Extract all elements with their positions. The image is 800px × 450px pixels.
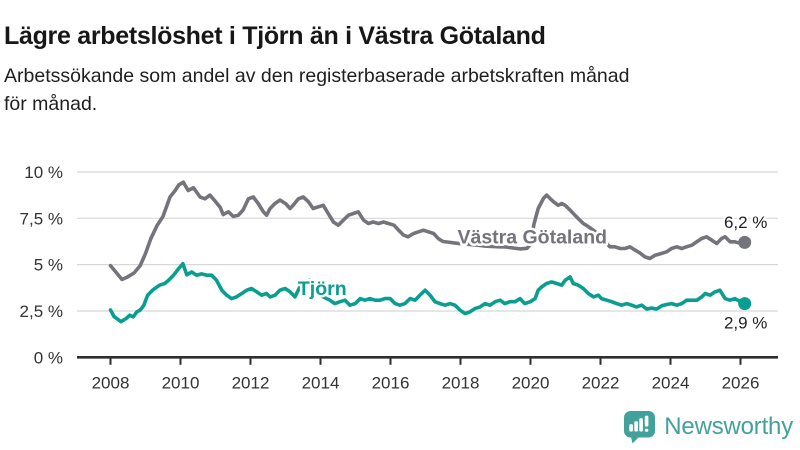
x-tick-label: 2012	[232, 373, 270, 392]
x-tick-label: 2016	[372, 373, 410, 392]
line-chart: 10 % 7,5 % 5 % 2,5 % 0 % 2008 2010 2012 2014 2016…	[20, 163, 778, 392]
y-tick-label: 5 %	[34, 256, 63, 275]
series-line	[108, 180, 747, 282]
x-tick-label: 2022	[582, 373, 620, 392]
series-end-value-label: 6,2 %	[724, 213, 767, 232]
newsworthy-logo-text: Newsworthy	[664, 413, 793, 440]
x-tick-label: 2014	[302, 373, 340, 392]
subtitle-line-1: Arbetssökande som andel av den registerb…	[4, 65, 630, 87]
x-tick-label: 2008	[92, 373, 130, 392]
y-tick-label: 7,5 %	[20, 209, 63, 228]
series-end-dot	[738, 235, 752, 249]
y-tick-label: 10 %	[24, 163, 63, 182]
series-end-dot	[738, 297, 752, 311]
chart-subtitle: Arbetssökande som andel av den registerb…	[4, 62, 784, 118]
series-line	[108, 261, 747, 324]
series-inline-label: Tjörn	[298, 278, 347, 300]
x-tick-label: 2026	[722, 373, 760, 392]
x-tick-label: 2024	[652, 373, 690, 392]
series-inline-label: Västra Götaland	[457, 226, 607, 248]
page-title: Lägre arbetslöshet i Tjörn än i Västra G…	[4, 21, 546, 50]
x-tick-label: 2020	[512, 373, 550, 392]
speech-bubble-bar-chart-icon	[624, 411, 656, 444]
series-end-value-label: 2,9 %	[724, 314, 767, 333]
y-tick-label: 0 %	[34, 348, 63, 367]
newsworthy-logo: Newsworthy	[623, 410, 793, 444]
x-tick-label: 2018	[442, 373, 480, 392]
x-tick-label: 2010	[162, 373, 200, 392]
y-tick-label: 2,5 %	[20, 302, 63, 321]
subtitle-line-2: för månad.	[4, 93, 98, 116]
